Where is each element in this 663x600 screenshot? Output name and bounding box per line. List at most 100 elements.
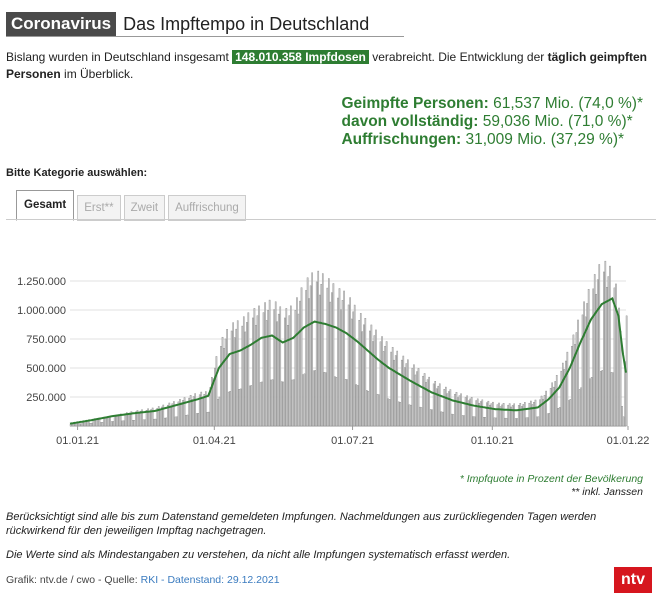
daily-bar — [214, 367, 216, 427]
daily-bar — [569, 399, 572, 427]
daily-bar — [584, 316, 587, 427]
daily-bar — [592, 288, 594, 427]
daily-bar — [139, 410, 142, 427]
daily-bar — [329, 301, 332, 427]
y-tick-label: 250.000 — [26, 392, 66, 404]
footnote-1: Berücksichtigt sind alle bis zum Datenst… — [6, 511, 597, 537]
daily-bar — [531, 404, 534, 427]
daily-bar — [220, 346, 222, 427]
daily-bar — [508, 403, 511, 427]
daily-bar — [492, 401, 494, 427]
daily-bar — [270, 379, 272, 427]
daily-bar — [174, 416, 177, 427]
daily-bar — [217, 398, 219, 427]
x-tick-label: 01.04.21 — [193, 435, 236, 447]
x-tick-label: 01.01.21 — [56, 435, 99, 447]
daily-bar — [580, 387, 582, 427]
daily-bar — [230, 330, 233, 427]
daily-bar — [188, 397, 190, 427]
daily-bar — [517, 405, 520, 427]
daily-bar — [448, 391, 450, 427]
daily-bar — [384, 346, 386, 427]
x-tick-label: 01.07.21 — [331, 435, 374, 447]
daily-bar — [279, 306, 282, 427]
daily-bar — [179, 399, 181, 427]
daily-bar — [414, 374, 417, 427]
daily-bar — [622, 416, 625, 427]
tab-auffrischung[interactable]: Auffrischung — [168, 195, 246, 221]
daily-bar — [543, 394, 546, 427]
daily-bar — [89, 422, 92, 427]
daily-bar — [223, 348, 225, 427]
daily-bar — [524, 402, 526, 427]
daily-bar — [606, 287, 608, 427]
intro-text: Bislang wurden in Deutschland insgesamt … — [6, 49, 656, 83]
daily-bar — [359, 313, 362, 427]
daily-bar — [157, 406, 160, 427]
daily-bar — [226, 329, 228, 427]
daily-bar — [435, 388, 438, 427]
daily-bar — [472, 416, 474, 427]
daily-bar — [294, 310, 297, 427]
daily-bar — [476, 398, 479, 427]
daily-bar — [241, 325, 244, 427]
daily-bar — [601, 370, 604, 427]
daily-bar — [103, 417, 105, 427]
daily-bar — [306, 277, 309, 427]
daily-bar — [273, 309, 275, 427]
daily-bar — [467, 400, 470, 427]
y-tick-label: 1.250.000 — [17, 276, 66, 288]
daily-bar — [527, 417, 529, 427]
daily-bar — [344, 379, 347, 427]
daily-bar — [309, 285, 312, 427]
daily-bar — [561, 362, 564, 427]
daily-bar — [574, 344, 576, 427]
daily-bar — [227, 391, 230, 427]
daily-bar — [516, 418, 519, 427]
daily-bar — [385, 341, 388, 427]
daily-bar — [370, 324, 373, 427]
tab-gesamt[interactable]: Gesamt — [16, 190, 75, 221]
daily-bar — [144, 419, 146, 427]
daily-bar — [469, 398, 471, 427]
chart-title: Das Impftempo in Deutschland — [123, 14, 370, 34]
daily-bar — [180, 402, 183, 427]
daily-bar — [291, 379, 294, 427]
daily-bar — [558, 407, 561, 427]
daily-bar — [429, 409, 432, 427]
daily-bar — [393, 359, 395, 427]
daily-bar — [355, 384, 358, 427]
daily-bar — [160, 406, 163, 427]
daily-bar — [536, 416, 538, 427]
y-tick-label: 500.000 — [26, 363, 66, 375]
daily-bar — [457, 397, 459, 427]
daily-bar — [258, 305, 260, 427]
daily-bar — [495, 417, 497, 427]
daily-bar — [264, 302, 266, 427]
daily-bar — [332, 283, 335, 427]
tab-zweit[interactable]: Zweit — [123, 195, 166, 221]
daily-bar — [373, 335, 376, 427]
daily-bar — [212, 378, 215, 427]
daily-bar — [387, 398, 389, 427]
source-link[interactable]: RKI - Datenstand: 29.12.2021 — [140, 574, 280, 586]
daily-bar — [297, 313, 300, 427]
tab-erst[interactable]: Erst** — [77, 195, 121, 221]
daily-bar — [420, 407, 423, 427]
daily-bar — [200, 391, 203, 427]
daily-bar — [621, 406, 623, 427]
daily-bar — [194, 393, 196, 427]
daily-bar — [423, 373, 426, 427]
daily-bar — [578, 389, 581, 427]
daily-bar — [261, 381, 263, 427]
daily-bar — [106, 417, 108, 427]
daily-bar — [122, 420, 125, 427]
daily-bar — [549, 388, 552, 427]
daily-bar — [540, 395, 543, 427]
daily-bar — [537, 416, 540, 427]
daily-bar — [224, 338, 227, 427]
daily-bar — [127, 414, 130, 427]
daily-bar — [347, 304, 350, 427]
daily-bar — [280, 381, 283, 427]
note-janssen: ** inkl. Janssen — [571, 486, 643, 498]
